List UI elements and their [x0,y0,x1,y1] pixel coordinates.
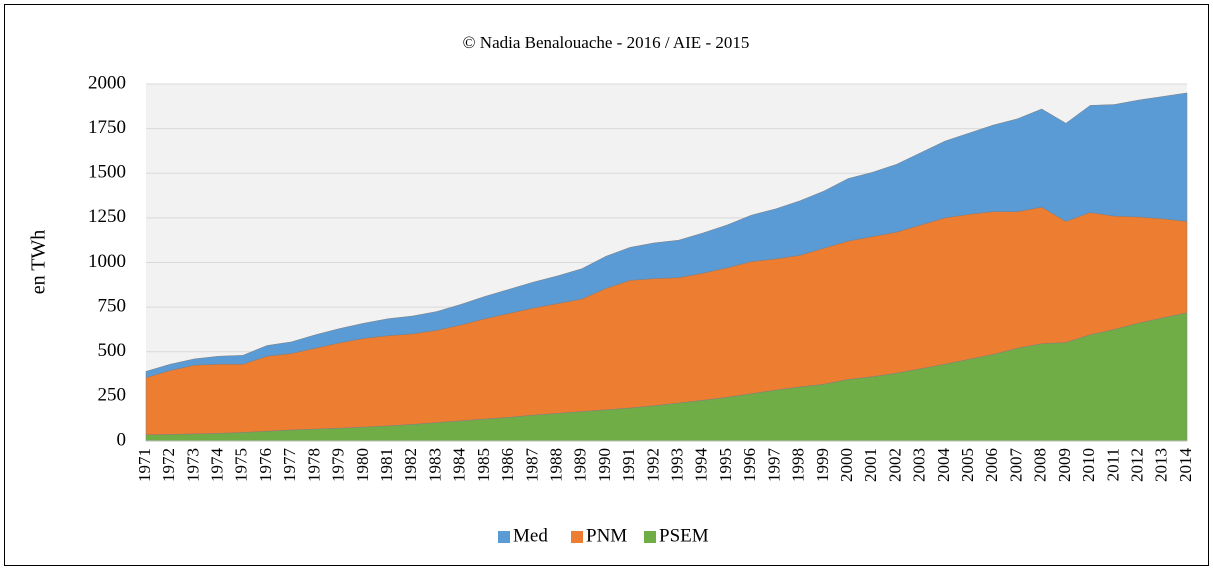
legend-swatch [644,531,656,543]
y-tick-label: 250 [98,385,127,406]
area [145,92,1188,378]
y-tick-label: 1000 [88,251,126,272]
y-axis-label: en TWh [28,230,50,295]
x-tick-label: 1979 [329,448,348,482]
x-tick-label: 1998 [789,448,808,482]
x-tick-label: 2014 [1176,448,1195,483]
y-tick-label: 1750 [88,117,126,138]
x-tick-label: 1994 [692,448,711,483]
x-tick-label: 1974 [208,448,227,483]
x-tick-label: 1984 [450,448,469,483]
chart-title: © Nadia Benalouache - 2016 / AIE - 2015 [463,33,750,52]
x-tick-label: 1987 [522,448,541,483]
x-tick-label: 2007 [1006,448,1025,483]
x-tick-label: 1989 [571,448,590,482]
x-tick-label: 2011 [1103,448,1122,481]
x-tick-label: 1999 [813,448,832,482]
x-tick-label: 2009 [1055,448,1074,482]
x-tick-label: 2003 [910,448,929,482]
legend-swatch [571,531,583,543]
x-tick-label: 1973 [183,448,202,482]
x-tick-label: 1978 [304,448,323,482]
x-tick-label: 1976 [256,448,275,482]
x-tick-label: 2005 [958,448,977,482]
x-tick-label: 1990 [595,448,614,482]
x-tick-label: 1977 [280,448,299,483]
x-tick-label: 2001 [861,448,880,482]
x-tick-label: 2006 [982,448,1001,482]
x-tick-label: 1971 [135,448,154,482]
legend-label: PSEM [659,525,709,546]
x-tick-label: 1972 [159,448,178,482]
legend-label: Med [513,525,548,546]
x-tick-label: 1981 [377,448,396,482]
x-tick-label: 2002 [885,448,904,482]
x-tick-label: 2012 [1127,448,1146,482]
x-tick-label: 1996 [740,448,759,482]
x-tick-label: 1986 [498,448,517,482]
x-tick-label: 1982 [401,448,420,482]
y-tick-label: 1250 [88,206,126,227]
y-tick-label: 500 [98,340,127,361]
x-tick-label: 1980 [353,448,372,482]
x-tick-label: 1995 [716,448,735,482]
x-tick-label: 1983 [425,448,444,482]
legend-label: PNM [586,525,627,546]
x-tick-label: 1993 [668,448,687,482]
legend-swatch [498,531,510,543]
x-tick-label: 1988 [546,448,565,482]
x-tick-label: 2010 [1079,448,1098,482]
x-tick-label: 2013 [1152,448,1171,482]
y-tick-label: 0 [117,429,127,450]
x-tick-label: 1985 [474,448,493,482]
x-tick-label: 2008 [1031,448,1050,482]
x-tick-label: 1992 [643,448,662,482]
x-tick-label: 2000 [837,448,856,482]
y-tick-label: 750 [98,295,127,316]
x-tick-label: 1997 [764,448,783,483]
x-tick-label: 1975 [232,448,251,482]
x-tick-label: 1991 [619,448,638,482]
x-tick-label: 2004 [934,448,953,483]
y-tick-label: 1500 [88,162,126,183]
y-tick-label: 2000 [88,72,126,93]
